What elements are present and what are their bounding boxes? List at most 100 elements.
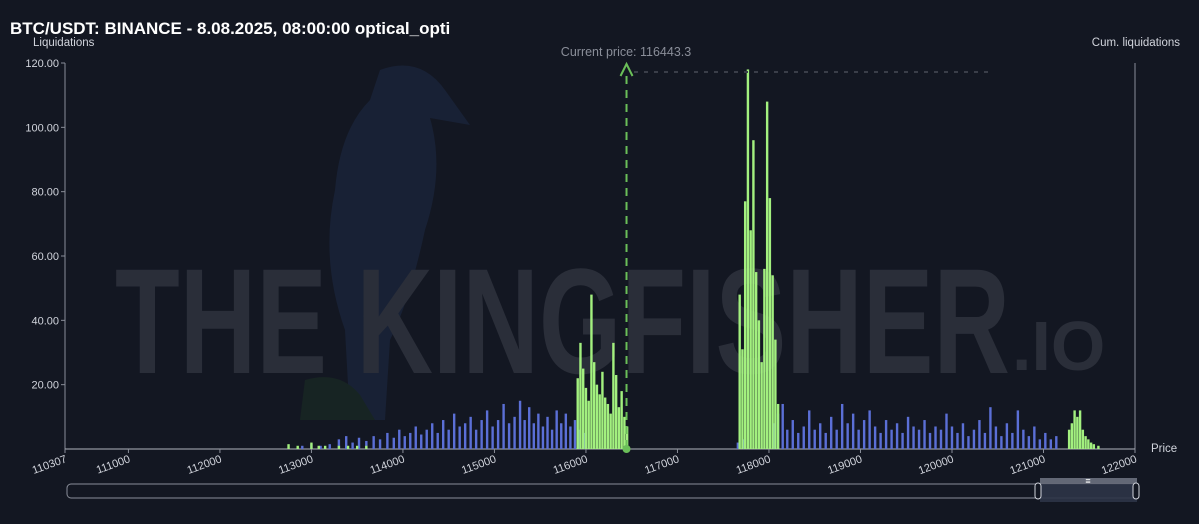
long-liquidation-bar	[491, 426, 494, 449]
long-liquidation-bar	[301, 445, 304, 449]
current-price-marker: Current price: 116443.3	[561, 45, 691, 453]
short-liquidation-bar	[317, 445, 320, 449]
short-liquidation-bar	[623, 416, 626, 449]
long-liquidation-bar	[906, 416, 910, 449]
long-liquidation-bar	[532, 423, 535, 449]
long-liquidation-bar	[463, 423, 467, 449]
short-liquidation-bar	[741, 349, 744, 449]
short-liquidation-bar	[1081, 429, 1085, 449]
short-liquidation-bar	[1070, 423, 1074, 449]
y-tick-label: 20.00	[31, 380, 59, 392]
short-liquidation-bar	[1067, 429, 1071, 449]
long-liquidation-bar	[474, 429, 478, 449]
long-liquidation-bar	[879, 432, 882, 449]
long-liquidation-bar	[469, 416, 472, 449]
short-liquidation-bar	[609, 413, 612, 449]
long-liquidation-bar	[961, 423, 965, 449]
long-liquidation-bar	[546, 416, 549, 449]
long-liquidation-bar	[978, 420, 981, 449]
long-liquidation-bar	[829, 416, 833, 449]
current-price-arrow-icon	[619, 61, 634, 77]
long-liquidation-bar	[945, 413, 948, 449]
long-liquidation-bar	[901, 432, 904, 449]
long-liquidation-bar	[862, 420, 866, 449]
zoom-slider-track[interactable]	[66, 483, 1138, 499]
long-liquidation-bar	[480, 420, 483, 449]
long-liquidation-bar	[528, 407, 531, 449]
long-liquidation-bar	[573, 420, 577, 449]
short-liquidation-bar	[346, 445, 350, 449]
short-liquidation-bar	[1073, 410, 1076, 449]
short-liquidation-bar	[763, 268, 766, 449]
short-liquidation-bar	[337, 445, 341, 449]
y-tick-label: 60.00	[31, 251, 59, 263]
long-liquidation-bar	[895, 423, 899, 449]
long-liquidation-bar	[967, 436, 970, 449]
long-liquidation-bar	[736, 442, 740, 449]
long-liquidation-bar	[846, 423, 849, 449]
short-liquidation-bar	[1076, 416, 1079, 449]
short-liquidation-bar	[620, 391, 623, 449]
short-liquidation-bar	[774, 339, 777, 449]
long-liquidation-bar	[337, 439, 341, 449]
long-liquidation-bar	[357, 437, 361, 449]
current-price-label: Current price: 116443.3	[561, 45, 691, 59]
x-tick-label: 122000	[1100, 453, 1139, 477]
x-tick-label: 121000	[1008, 453, 1047, 477]
zoom-slider-handle-bar[interactable]	[1040, 478, 1137, 484]
long-liquidation-bar	[550, 429, 554, 449]
long-liquidation-bar	[485, 410, 489, 449]
current-price-dot	[622, 445, 631, 453]
zoom-slider-right-handle[interactable]	[1132, 482, 1140, 500]
short-liquidation-bar	[746, 69, 750, 449]
short-liquidation-bar	[738, 294, 741, 449]
short-liquidation-bar	[587, 400, 590, 449]
long-liquidation-bar	[328, 444, 331, 449]
long-liquidation-bar	[452, 413, 456, 449]
short-liquidation-bar	[1092, 444, 1096, 449]
short-liquidation-bar	[603, 397, 607, 449]
long-liquidation-bar	[398, 429, 401, 449]
x-tick-label: 117000	[643, 453, 681, 477]
long-liquidation-bar	[1055, 436, 1058, 449]
long-liquidation-bar	[1000, 436, 1003, 449]
short-liquidation-bar	[598, 394, 601, 449]
x-tick-label: 112000	[186, 453, 224, 477]
grip-icon[interactable]: ≡	[1085, 476, 1090, 486]
zoom-slider-left-handle[interactable]	[1034, 482, 1042, 500]
long-liquidation-bar	[928, 432, 932, 449]
x-axis-ticks: 110307 111000 112000 113000 114000 115000 1160…	[31, 449, 1139, 477]
long-liquidation-bar	[431, 423, 434, 449]
watermark: THE KINGFISHER .IO	[115, 65, 1105, 420]
short-liquidation-bar	[1078, 410, 1082, 449]
short-liquidation-bar	[617, 407, 621, 449]
long-liquidation-bar	[835, 429, 838, 449]
long-liquidation-bar	[1027, 436, 1031, 449]
long-liquidation-bar	[447, 429, 450, 449]
zoom-slider[interactable]: ≡	[66, 476, 1140, 502]
long-liquidation-bar	[890, 429, 893, 449]
long-liquidation-bar	[372, 436, 375, 449]
watermark-text: THE KINGFISHER	[115, 237, 1010, 405]
short-liquidation-bars	[287, 69, 1100, 449]
x-tick-label: 120000	[917, 453, 956, 477]
long-liquidation-bar	[873, 426, 877, 449]
short-liquidation-bar	[576, 378, 579, 449]
y-tick-label: 80.00	[31, 187, 59, 199]
long-liquidation-bar	[458, 426, 461, 449]
short-liquidation-bar	[776, 403, 780, 449]
long-liquidation-bar	[502, 403, 505, 449]
long-liquidation-bars	[301, 400, 1058, 449]
long-liquidation-bar	[555, 410, 558, 449]
long-liquidation-bar	[884, 420, 888, 449]
x-tick-label: 110307	[31, 453, 69, 477]
long-liquidation-bar	[840, 403, 844, 449]
short-liquidation-bar	[296, 445, 299, 449]
long-liquidation-bar	[781, 403, 784, 449]
long-liquidation-bar	[513, 416, 516, 449]
x-tick-label: 111000	[95, 453, 132, 476]
short-liquidation-bar	[1097, 445, 1100, 449]
short-liquidation-bar	[592, 362, 596, 449]
long-liquidation-bar	[1033, 426, 1036, 449]
